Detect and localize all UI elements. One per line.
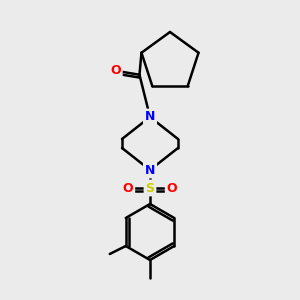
Text: O: O (167, 182, 177, 194)
Text: N: N (145, 110, 155, 124)
Text: S: S (146, 182, 154, 194)
Text: O: O (123, 182, 133, 194)
Text: O: O (110, 64, 121, 77)
Text: N: N (145, 164, 155, 176)
